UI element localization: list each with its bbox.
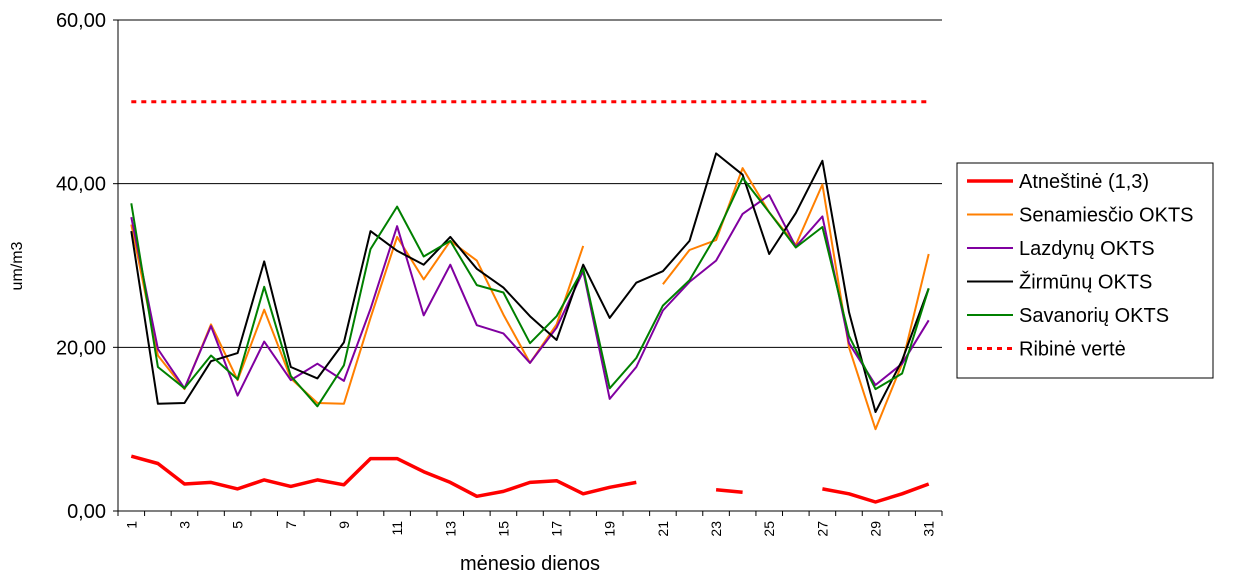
- x-tick-label: 5: [230, 521, 246, 529]
- x-tick-label: 27: [814, 521, 830, 537]
- x-tick-label: 11: [389, 521, 405, 536]
- y-axis-title: um/m3: [9, 241, 26, 290]
- x-tick-label: 31: [921, 521, 937, 537]
- x-tick-label: 3: [176, 521, 192, 529]
- x-axis-title: mėnesio dienos: [460, 553, 600, 575]
- x-axis-ticks: 1 3 5 7 9 11 13 15 17 19 21 23 25 27 29 31: [117, 511, 943, 537]
- x-tick-label: 23: [708, 521, 724, 537]
- legend-label: Ribinė vertė: [1019, 339, 1126, 361]
- legend-label: Savanorių OKTS: [1019, 305, 1169, 327]
- legend-label: Atneštinė (1,3): [1019, 171, 1149, 193]
- legend-label: Senamiesčio OKTS: [1019, 205, 1194, 227]
- series-line: [130, 152, 930, 413]
- y-tick-label: 20,00: [56, 337, 106, 359]
- x-tick-label: 7: [283, 521, 299, 529]
- x-tick-label: 15: [495, 521, 511, 537]
- x-tick-label: 19: [602, 521, 618, 537]
- series-4: [130, 176, 930, 408]
- x-tick-label: 13: [442, 521, 458, 537]
- legend: Atneštinė (1,3) Senamiesčio OKTS Lazdynų O…: [956, 162, 1214, 379]
- gridlines: [118, 19, 942, 348]
- legend-items: Atneštinė (1,3) Senamiesčio OKTS Lazdynų O…: [967, 171, 1194, 361]
- x-tick-label: 21: [655, 521, 671, 537]
- legend-box: [956, 162, 1214, 379]
- y-tick-label: 60,00: [56, 10, 106, 32]
- x-tick-label: 29: [868, 521, 884, 537]
- series-line: [130, 454, 637, 499]
- series-line: [822, 482, 930, 504]
- y-tick-label: 0,00: [67, 501, 106, 523]
- series-0: [130, 454, 930, 504]
- y-axis-ticks: 0,00 20,00 40,00 60,00: [56, 10, 118, 523]
- series-line: [715, 487, 743, 494]
- legend-label: Lazdynų OKTS: [1019, 238, 1155, 260]
- series-3: [130, 152, 930, 413]
- x-tick-label: 25: [761, 521, 777, 537]
- series-line: [130, 176, 930, 408]
- plot-background: [118, 20, 942, 511]
- legend-label: Žirmūnų OKTS: [1019, 271, 1152, 294]
- x-tick-label: 17: [549, 521, 565, 537]
- x-tick-label: 9: [336, 521, 352, 529]
- y-tick-label: 40,00: [56, 174, 106, 196]
- series-lines: [130, 100, 930, 504]
- x-tick-label: 1: [123, 521, 139, 529]
